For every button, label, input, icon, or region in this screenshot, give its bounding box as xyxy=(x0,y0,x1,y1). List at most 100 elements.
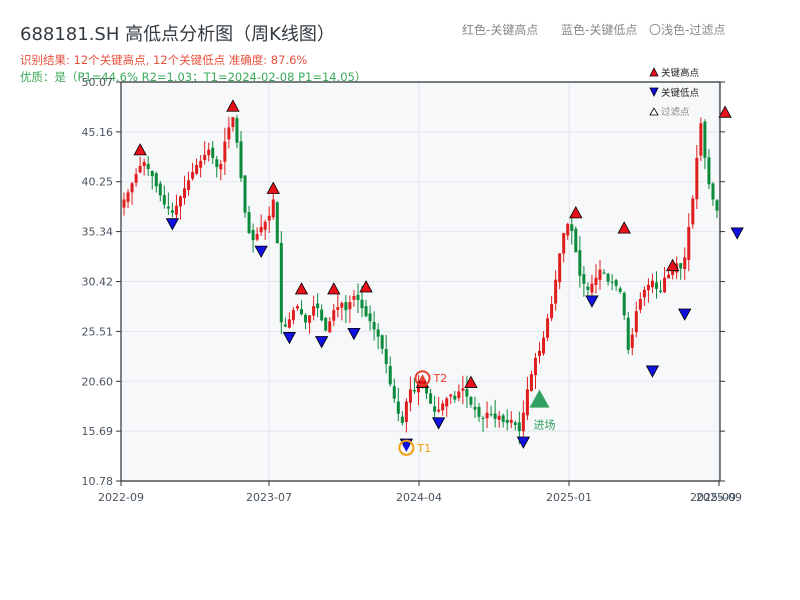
candle-body xyxy=(586,286,590,290)
candle-body xyxy=(493,413,497,419)
candle-body xyxy=(538,350,542,357)
candle-body xyxy=(291,310,295,321)
candle-body xyxy=(368,313,372,322)
candle-body xyxy=(324,318,328,331)
candle-body xyxy=(231,117,235,128)
candle-body xyxy=(562,233,566,254)
candle-body xyxy=(364,306,368,317)
candle-body xyxy=(178,196,182,207)
candle-body xyxy=(352,295,356,300)
candle-body xyxy=(316,303,320,309)
candle-body xyxy=(191,172,195,179)
candle-body xyxy=(441,403,445,411)
candle-body xyxy=(449,394,453,397)
key-high-marker xyxy=(617,221,631,234)
candle-body xyxy=(509,419,513,423)
candles-layer xyxy=(122,115,719,445)
candle-body xyxy=(396,401,400,414)
candle-body xyxy=(211,147,215,158)
candle-body xyxy=(646,284,650,291)
y-tick-label: 35.34 xyxy=(82,226,114,239)
candle-body xyxy=(618,288,622,292)
y-tick-label: 30.42 xyxy=(82,276,114,289)
chart-title: 688181.SH 高低点分析图（周K线图） xyxy=(20,24,335,45)
candle-body xyxy=(380,335,384,349)
candle-body xyxy=(578,250,582,276)
summary-text: 识别结果: 12个关键高点, 12个关键低点 准确度: 87.6% xyxy=(20,53,308,67)
candle-body xyxy=(408,389,412,403)
candle-body xyxy=(187,180,191,190)
y-tick-label: 15.69 xyxy=(82,425,114,438)
candle-body xyxy=(429,393,433,404)
candle-body xyxy=(372,322,376,330)
candle-body xyxy=(425,386,429,394)
candle-body xyxy=(582,274,586,284)
candle-body xyxy=(235,118,239,143)
candle-body xyxy=(146,164,150,170)
x-tick-label: 2023-07 xyxy=(246,491,292,504)
candle-body xyxy=(606,273,610,282)
candle-body xyxy=(461,388,465,391)
candle-body xyxy=(247,212,251,234)
candle-body xyxy=(497,415,501,420)
candle-body xyxy=(255,234,259,240)
candle-body xyxy=(340,303,344,308)
candle-body xyxy=(485,412,489,419)
entry-label: 进场 xyxy=(534,418,556,432)
key-low-marker xyxy=(347,327,361,341)
candle-body xyxy=(304,314,308,323)
candle-body xyxy=(170,210,174,213)
candle-body xyxy=(654,282,658,289)
candle-body xyxy=(219,163,223,170)
key-high-marker xyxy=(569,206,583,219)
key-low-marker xyxy=(254,245,268,258)
candle-body xyxy=(199,160,203,168)
candle-body xyxy=(695,157,699,200)
candle-body xyxy=(392,386,396,399)
candle-body xyxy=(130,183,134,193)
candle-body xyxy=(328,321,332,333)
axes-layer: 10.78 15.69 20.60 25.51 30.42 35.34 40.25 45.16… xyxy=(82,76,742,504)
candle-body xyxy=(283,324,287,327)
candle-body xyxy=(332,310,336,321)
candle-body xyxy=(638,299,642,310)
candle-body xyxy=(267,215,271,221)
candle-body xyxy=(275,202,279,244)
candle-body xyxy=(134,174,138,183)
candle-body xyxy=(348,302,352,310)
y-tick-label: 40.25 xyxy=(82,176,114,189)
x-tick-label: 2025-09 xyxy=(696,491,742,504)
t2-label: T2 xyxy=(433,372,448,385)
candle-body xyxy=(223,141,227,162)
candle-body xyxy=(469,397,473,405)
candle-body xyxy=(295,306,299,309)
candle-body xyxy=(336,307,340,310)
key-high-marker xyxy=(464,375,478,388)
t1-label: T1 xyxy=(416,442,431,455)
candle-body xyxy=(166,206,170,209)
x-tick-label: 2025-01 xyxy=(546,491,592,504)
entry-marker xyxy=(529,389,550,408)
candle-body xyxy=(566,223,570,236)
candle-body xyxy=(699,123,703,156)
key-low-marker xyxy=(165,218,180,231)
key-low-marker xyxy=(282,332,297,345)
candle-body xyxy=(433,406,437,412)
candle-body xyxy=(671,269,675,275)
candle-body xyxy=(376,329,380,337)
candle-body xyxy=(259,226,263,233)
candle-body xyxy=(501,415,505,422)
candle-body xyxy=(457,391,461,399)
key-low-marker xyxy=(431,417,446,430)
candle-body xyxy=(150,171,154,177)
candle-body xyxy=(679,263,683,269)
candle-body xyxy=(239,141,243,179)
legend-low-icon xyxy=(649,87,659,97)
candle-body xyxy=(546,318,550,338)
candle-body xyxy=(453,395,457,400)
candle-body xyxy=(610,281,614,283)
candle-body xyxy=(251,230,255,241)
candle-body xyxy=(271,199,275,218)
candle-body xyxy=(312,306,316,316)
candle-body xyxy=(622,292,626,316)
